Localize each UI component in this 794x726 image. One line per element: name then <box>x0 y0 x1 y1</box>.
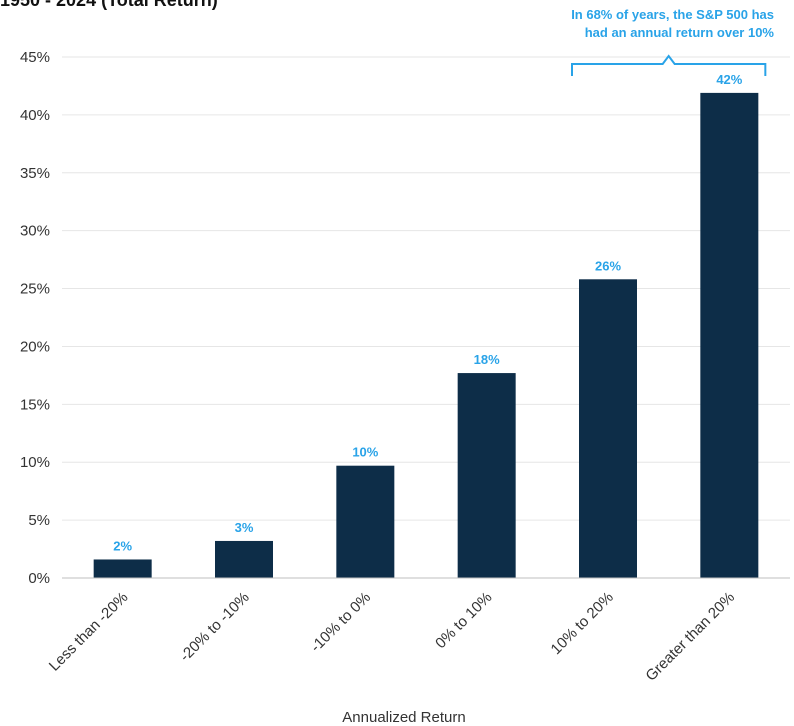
bar <box>579 279 637 578</box>
annotation-bracket <box>571 54 767 76</box>
data-label: 42% <box>716 72 742 87</box>
bar <box>215 540 273 578</box>
bar <box>457 373 516 578</box>
annotation-text: In 68% of years, the S&P 500 has <box>571 7 774 22</box>
y-tick-label: 35% <box>20 165 50 182</box>
x-category-label: -20% to -10% <box>177 589 253 665</box>
bar <box>336 465 395 578</box>
data-label: 10% <box>352 445 378 460</box>
data-label: 3% <box>235 520 254 535</box>
y-tick-label: 0% <box>28 570 50 587</box>
x-category-label: 0% to 10% <box>432 589 495 652</box>
annotation: In 68% of years, the S&P 500 has had an a… <box>571 7 774 76</box>
data-labels: 2% 3% 10% 18% 26% 42% <box>113 72 743 554</box>
gridlines <box>62 56 790 521</box>
y-axis-ticks: 0% 5% 10% 15% 20% 25% 30% 35% 40% 45% <box>20 49 50 587</box>
y-tick-label: 45% <box>20 49 50 66</box>
x-category-label: 10% to 20% <box>548 589 617 658</box>
y-tick-label: 30% <box>20 223 50 240</box>
y-tick-label: 15% <box>20 396 50 413</box>
x-axis-categories: Less than -20% -20% to -10% -10% to 0% 0% t… <box>46 589 738 685</box>
y-tick-label: 25% <box>20 281 50 298</box>
bar <box>93 559 152 578</box>
x-category-label: Greater than 20% <box>642 589 738 685</box>
annotation-text: had an annual return over 10% <box>585 25 775 40</box>
x-axis-title: Annualized Return <box>342 709 465 726</box>
x-category-label: Less than -20% <box>46 589 132 675</box>
data-label: 18% <box>474 352 500 367</box>
data-label: 2% <box>113 538 132 553</box>
bar <box>700 92 759 578</box>
y-tick-label: 20% <box>20 338 50 355</box>
chart-title: 1950 - 2024 (Total Return) <box>0 0 218 10</box>
y-tick-label: 5% <box>28 512 50 529</box>
data-label: 26% <box>595 258 621 273</box>
y-tick-label: 10% <box>20 454 50 471</box>
bars <box>93 92 759 578</box>
x-category-label: -10% to 0% <box>307 589 374 656</box>
y-tick-label: 40% <box>20 107 50 124</box>
